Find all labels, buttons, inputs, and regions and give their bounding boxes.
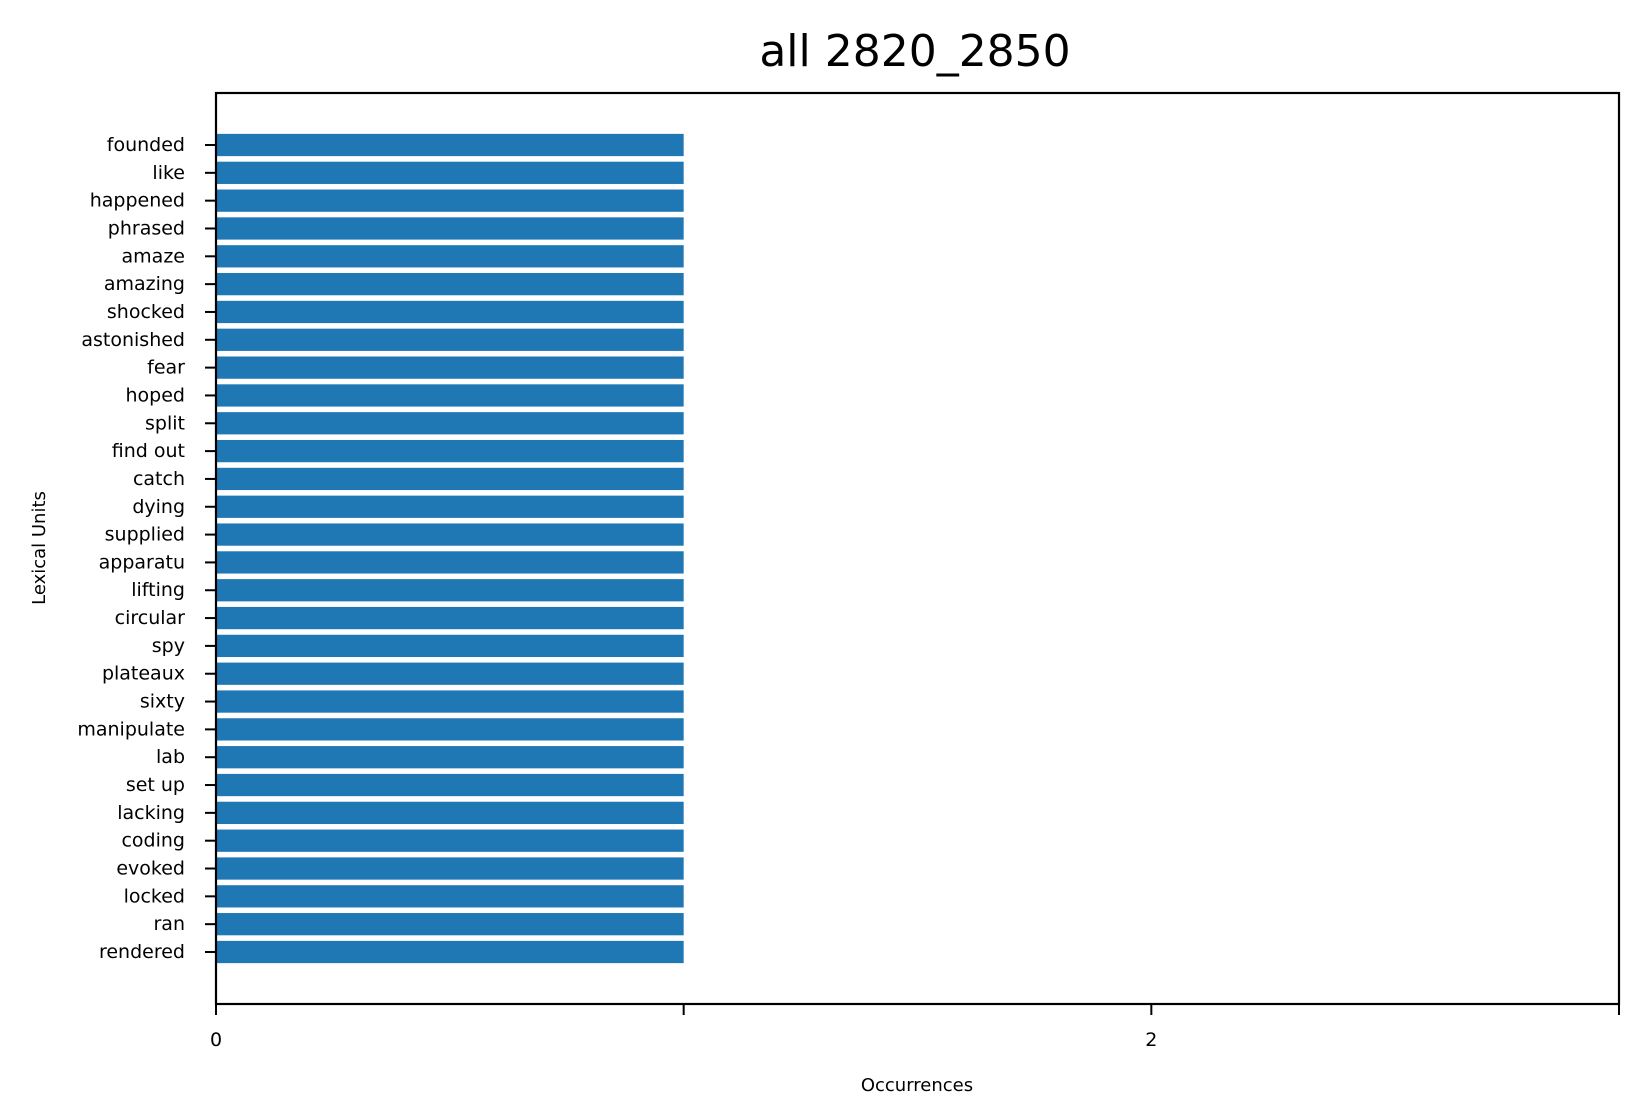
bar <box>216 579 684 602</box>
y-tick-label: spy <box>152 635 185 657</box>
y-tick-label: happened <box>90 190 185 212</box>
bar <box>216 328 684 351</box>
x-tick-label: 2 <box>1145 1029 1157 1051</box>
bar <box>216 885 684 908</box>
bars-group <box>216 133 684 964</box>
y-axis-label: Lexical Units <box>29 491 50 605</box>
bar <box>216 940 684 964</box>
y-tick-label: shocked <box>107 301 185 323</box>
bar <box>216 829 684 852</box>
bar <box>216 634 684 658</box>
bar <box>216 189 684 212</box>
bar <box>216 746 684 769</box>
bar <box>216 495 684 518</box>
y-tick-label: amaze <box>122 245 185 267</box>
y-tick-label: lifting <box>131 579 185 601</box>
bar <box>216 606 684 630</box>
y-tick-label: hoped <box>126 384 185 406</box>
bar <box>216 662 684 685</box>
bar <box>216 161 684 184</box>
bar <box>216 356 684 379</box>
bar <box>216 412 684 435</box>
plot-frame <box>214 91 1621 1006</box>
bar <box>216 718 684 741</box>
y-tick-label: lacking <box>117 802 185 824</box>
y-tick-label: sixty <box>140 691 185 713</box>
chart-title: all 2820_2850 <box>759 26 1070 77</box>
y-tick-label: astonished <box>81 329 185 351</box>
bar <box>216 245 684 268</box>
y-tick-label: ran <box>154 913 186 935</box>
y-tick-label: founded <box>107 134 185 156</box>
y-tick-label: plateaux <box>102 663 185 685</box>
bar <box>216 300 684 324</box>
y-tick-label: manipulate <box>77 718 185 740</box>
y-tick-label: circular <box>115 607 186 629</box>
y-tick-label: rendered <box>99 941 185 963</box>
y-tick-label: evoked <box>116 858 185 880</box>
bar <box>216 133 684 157</box>
y-tick-label: lab <box>156 746 185 768</box>
y-tick-label: dying <box>132 496 185 518</box>
bar <box>216 439 684 463</box>
y-tick-label: set up <box>126 774 185 796</box>
y-tick-label: supplied <box>105 524 185 546</box>
bar <box>216 773 684 797</box>
bar <box>216 551 684 574</box>
y-tick-label: phrased <box>108 217 185 239</box>
y-tick-label: like <box>152 162 185 184</box>
y-tick-label: apparatu <box>99 551 185 573</box>
bar <box>216 801 684 824</box>
bar <box>216 857 684 880</box>
bar <box>216 523 684 546</box>
x-tick-label: 0 <box>210 1029 222 1051</box>
y-tick-label: find out <box>112 440 185 462</box>
bar <box>216 467 684 491</box>
y-tick-label: coding <box>121 830 185 852</box>
y-axis-ticks: founded like happened phrased amaze amazing sh… <box>77 134 216 963</box>
y-tick-label: catch <box>133 468 185 490</box>
bar <box>216 217 684 240</box>
bar <box>216 273 684 296</box>
bar <box>216 690 684 713</box>
y-tick-label: split <box>145 412 185 434</box>
y-tick-label: fear <box>147 357 185 379</box>
bar <box>216 913 684 936</box>
y-tick-label: amazing <box>104 273 185 295</box>
x-axis-label: Occurrences <box>861 1075 973 1096</box>
bar <box>216 384 684 407</box>
y-tick-label: locked <box>124 885 185 907</box>
